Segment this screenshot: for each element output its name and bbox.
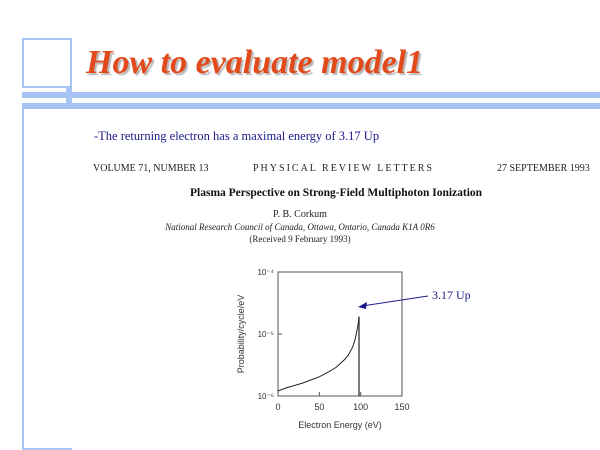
bullet-text: -The returning electron has a maximal en… bbox=[94, 129, 380, 143]
top-decor-bar bbox=[22, 92, 600, 98]
y-tick-label: 10⁻⁴ bbox=[257, 268, 274, 277]
y-tick-label: 10⁻⁶ bbox=[258, 392, 274, 401]
paper-title: Plasma Perspective on Strong-Field Multi… bbox=[190, 187, 483, 199]
probability-curve bbox=[277, 316, 360, 392]
x-tick-label: 50 bbox=[314, 402, 324, 412]
y-tick-label: 10⁻⁵ bbox=[258, 330, 274, 339]
corner-square-top bbox=[22, 38, 72, 88]
x-tick-label: 150 bbox=[394, 402, 409, 412]
y-axis-label: Probability/cycle/eV bbox=[236, 295, 246, 374]
slide-title: How to evaluate model1 bbox=[86, 44, 424, 81]
paper-received: (Received 9 February 1993) bbox=[249, 234, 351, 244]
x-axis-label: Electron Energy (eV) bbox=[298, 420, 382, 430]
x-tick-label: 100 bbox=[353, 402, 368, 412]
corner-square-bottom bbox=[22, 103, 72, 450]
x-tick-label: 0 bbox=[275, 402, 280, 412]
paper-author: P. B. Corkum bbox=[273, 209, 327, 220]
energy-chart: 0 50 100 150 10⁻⁴ 10⁻⁵ 10⁻⁶ Electron Energy (eV… bbox=[230, 262, 440, 444]
paper-affiliation: National Research Council of Canada, Ott… bbox=[165, 222, 435, 232]
cutoff-annotation: 3.17 Up bbox=[432, 288, 471, 302]
paper-volume: VOLUME 71, NUMBER 13 bbox=[93, 163, 209, 174]
plot-frame bbox=[277, 271, 403, 397]
paper-date: 27 SEPTEMBER 1993 bbox=[497, 163, 590, 174]
paper-journal: PHYSICAL REVIEW LETTERS bbox=[253, 163, 434, 174]
second-decor-bar bbox=[22, 103, 600, 109]
